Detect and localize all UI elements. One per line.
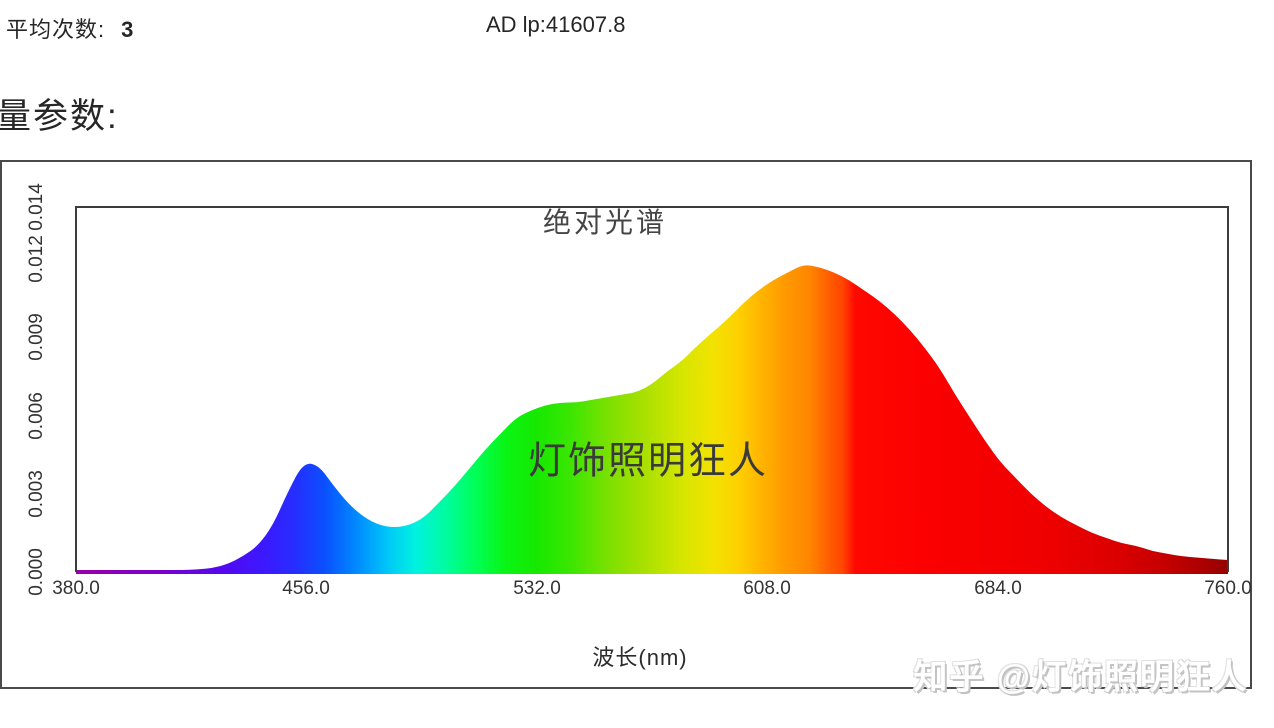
x-tick-684: 684.0	[974, 578, 1022, 599]
absolute-spectrum-chart	[0, 160, 1252, 689]
y-tick-0.009: 0.009	[26, 313, 47, 361]
y-tick-0.014: 0.014	[26, 183, 47, 231]
y-tick-0.006: 0.006	[26, 392, 47, 440]
center-watermark: 灯饰照明狂人	[527, 440, 769, 483]
x-axis-title: 波长(nm)	[592, 645, 688, 670]
ad-lp-value: AD lp:41607.8	[486, 12, 626, 37]
average-count-row: 平均次数: 3	[6, 12, 134, 44]
chart-title: 绝对光谱	[542, 207, 668, 238]
average-count-value: 3	[121, 17, 135, 42]
spectrum-area	[76, 265, 1228, 572]
zhihu-watermark: 知乎 @灯饰照明狂人	[913, 658, 1248, 697]
measurement-params-label: 量参数:	[0, 97, 119, 136]
x-tick-380: 380.0	[52, 578, 100, 599]
x-tick-760: 760.0	[1204, 578, 1252, 599]
x-tick-532: 532.0	[513, 578, 561, 599]
plot-border	[75, 206, 1229, 572]
y-tick-0.003: 0.003	[26, 470, 47, 518]
x-tick-456: 456.0	[282, 578, 330, 599]
average-count-label: 平均次数:	[6, 17, 106, 42]
y-tick-0.000: 0.000	[26, 548, 47, 596]
outer-frame	[0, 160, 1252, 689]
x-tick-608: 608.0	[743, 578, 791, 599]
y-tick-0.012: 0.012	[26, 235, 47, 283]
